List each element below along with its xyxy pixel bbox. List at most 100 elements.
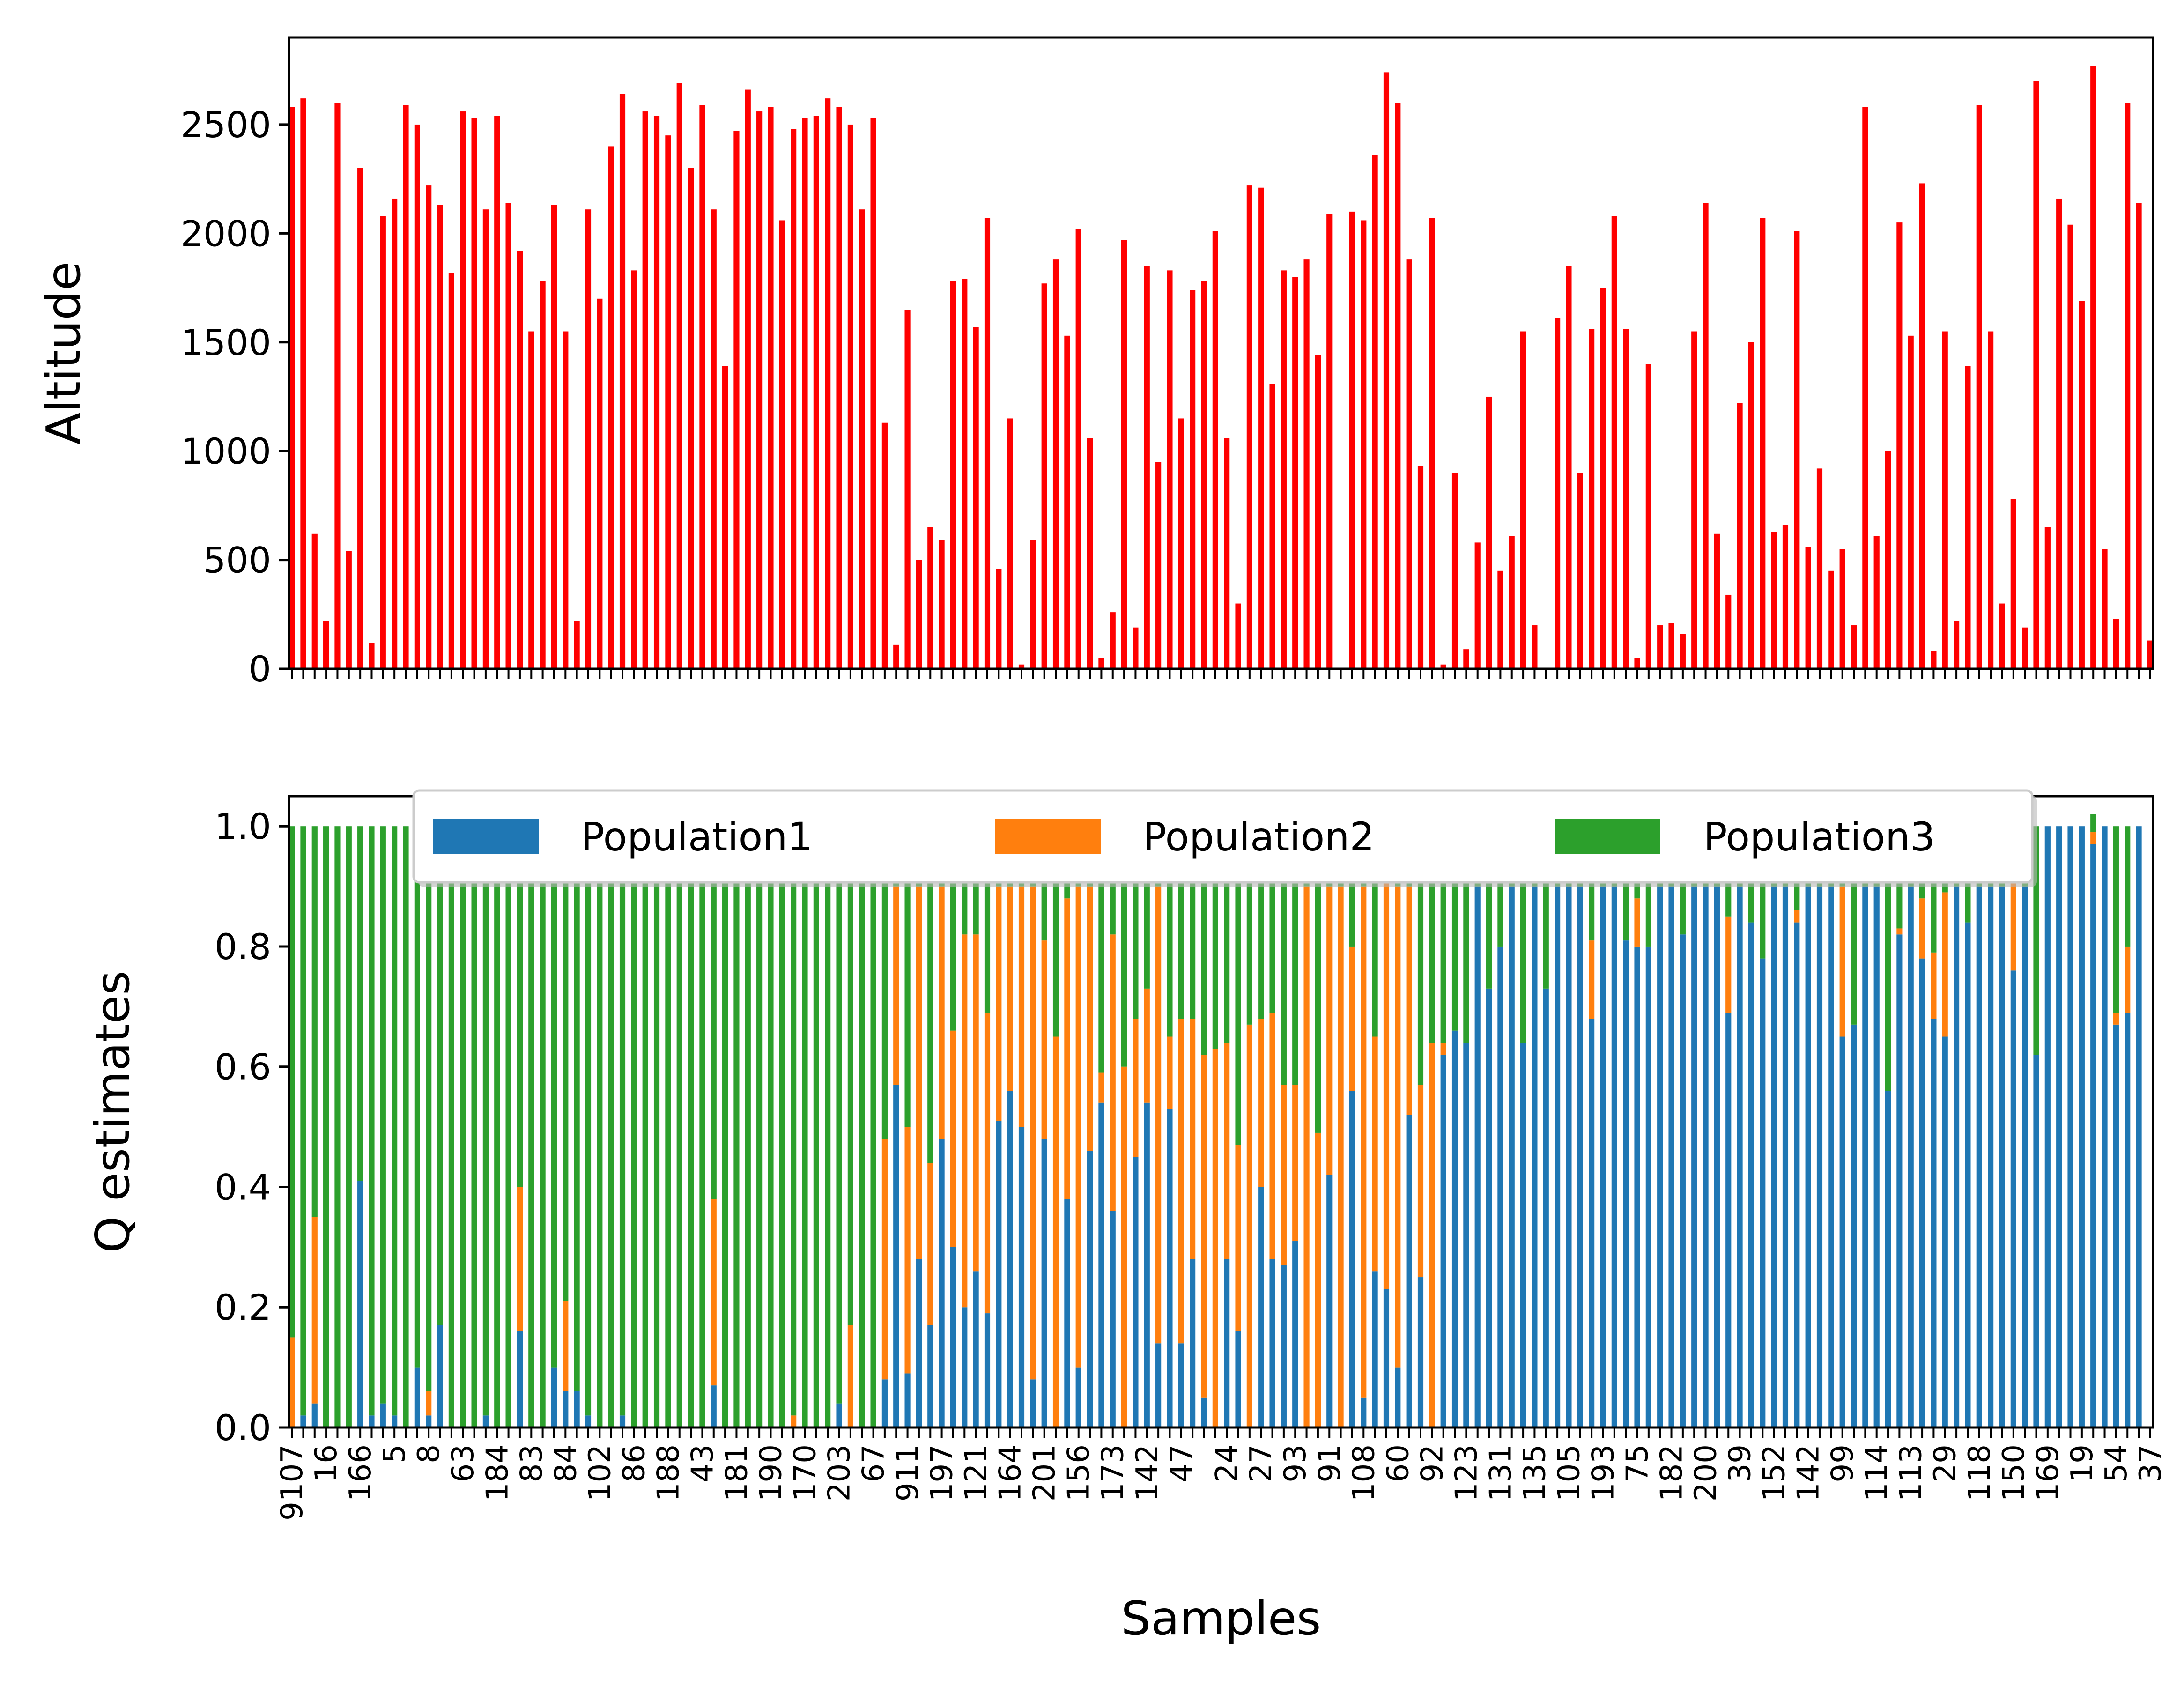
q-bar-population1 (1577, 886, 1583, 1427)
legend-swatch-population1 (433, 819, 539, 854)
q-bar-population1 (2079, 826, 2085, 1427)
q-bar-population1 (1133, 1157, 1139, 1427)
q-bar-population2 (426, 1391, 432, 1416)
altitude-bar (1349, 211, 1355, 669)
q-bar-population2 (950, 1030, 956, 1247)
altitude-bar (1623, 329, 1629, 669)
altitude-bar (2079, 301, 2085, 669)
q-bar-population1 (1668, 886, 1674, 1427)
altitude-bar (1691, 331, 1697, 669)
altitude-bar (1668, 623, 1674, 669)
q-x-tick-label: 197 (925, 1444, 960, 1501)
q-bar-population2 (1383, 844, 1390, 1289)
q-bar-population2 (847, 1325, 853, 1427)
q-x-tick-label: 93 (1278, 1444, 1313, 1482)
q-bar-population3 (2090, 814, 2096, 833)
altitude-bar (323, 621, 329, 669)
legend-swatch-population2 (995, 819, 1101, 854)
altitude-bar (1144, 266, 1150, 669)
altitude-bar (733, 131, 740, 669)
q-bar-population1 (1771, 886, 1777, 1427)
altitude-bar (1178, 418, 1184, 669)
legend-box (412, 789, 2034, 884)
altitude-bar (2022, 627, 2028, 669)
altitude-bar (2010, 499, 2016, 669)
altitude-bar (1041, 283, 1047, 669)
q-bar-population3 (585, 826, 592, 1416)
q-y-tick-label: 1.0 (215, 806, 271, 847)
q-bar-population1 (2010, 970, 2016, 1427)
q-bar-population3 (836, 826, 842, 1404)
q-bar-population2 (1349, 946, 1355, 1091)
altitude-bar (1725, 594, 1732, 669)
altitude-y-tick-label: 1500 (181, 322, 271, 363)
q-x-tick-label: 102 (583, 1444, 617, 1501)
altitude-bar (745, 89, 751, 669)
samples-x-axis-title: Samples (1121, 1591, 1321, 1646)
q-y-tick-label: 0.8 (215, 926, 271, 968)
altitude-bar (1440, 664, 1446, 669)
q-bar-population2 (517, 1187, 523, 1331)
q-bar-population1 (1873, 886, 1880, 1427)
altitude-bar (881, 422, 888, 669)
altitude-bar (608, 146, 614, 669)
altitude-bar (346, 551, 352, 669)
altitude-bar (1052, 259, 1059, 669)
altitude-bar (1782, 525, 1789, 669)
altitude-panel: 0 500 1000 1500 2000 2500 Altitude (36, 36, 2154, 690)
q-bar-population2 (1201, 1055, 1207, 1398)
q-bar-population1 (1999, 886, 2005, 1427)
altitude-bar (859, 209, 865, 669)
q-x-tick-label: 29 (1928, 1444, 1963, 1482)
altitude-bar (1087, 438, 1093, 669)
q-bar-population3 (870, 826, 876, 1427)
q-bar-population1 (369, 1415, 375, 1427)
q-bar-population1 (893, 1085, 899, 1427)
altitude-bars (289, 66, 2153, 669)
q-bar-population1 (1474, 886, 1481, 1427)
q-bar-population1 (1725, 1013, 1732, 1427)
altitude-bar (1577, 473, 1583, 669)
q-bar-population1 (2067, 826, 2073, 1427)
q-bar-population3 (505, 826, 511, 1427)
q-bar-population2 (563, 1301, 569, 1391)
altitude-bar (1589, 329, 1595, 669)
q-bar-population1 (1326, 1175, 1333, 1427)
q-bar-population1 (927, 1325, 933, 1427)
altitude-bar (1064, 335, 1070, 669)
q-bar-population1 (1691, 886, 1697, 1427)
altitude-bar (1988, 331, 1994, 669)
q-bar-population1 (1862, 886, 1868, 1427)
altitude-bar (1999, 603, 2005, 669)
q-x-tick-label: 24 (1210, 1444, 1244, 1482)
q-x-tick-label: 181 (719, 1444, 754, 1501)
altitude-bar (1372, 155, 1378, 669)
q-bar-population2 (1075, 886, 1081, 1368)
q-bar-population2 (881, 1139, 888, 1380)
altitude-bar (973, 327, 979, 669)
q-bar-population3 (563, 826, 569, 1301)
q-x-tick-label: 67 (857, 1444, 891, 1482)
q-bar-population1 (1555, 886, 1561, 1427)
altitude-bar (1839, 549, 1845, 669)
altitude-bar (1030, 540, 1036, 669)
q-x-tick-label: 8 (412, 1444, 446, 1464)
q-bar-population3 (357, 826, 363, 1181)
altitude-bar (802, 118, 808, 669)
q-x-tick-label: 184 (480, 1444, 515, 1501)
q-bar-population2 (1167, 1036, 1173, 1109)
q-bar-population1 (1509, 886, 1515, 1427)
q-x-tick-label: 113 (1894, 1444, 1929, 1501)
q-bar-population2 (1292, 1085, 1298, 1242)
q-bar-population1 (1532, 886, 1538, 1427)
altitude-bar (289, 107, 295, 669)
q-bar-population2 (2125, 946, 2131, 1013)
q-bar-population1 (2044, 826, 2051, 1427)
q-bar-population2 (1155, 886, 1162, 1344)
q-bar-population2 (2090, 832, 2096, 844)
q-bar-population3 (619, 826, 626, 1416)
q-bar-population3 (334, 826, 341, 1427)
q-bar-population2 (1087, 886, 1093, 1151)
altitude-bar (334, 103, 341, 669)
